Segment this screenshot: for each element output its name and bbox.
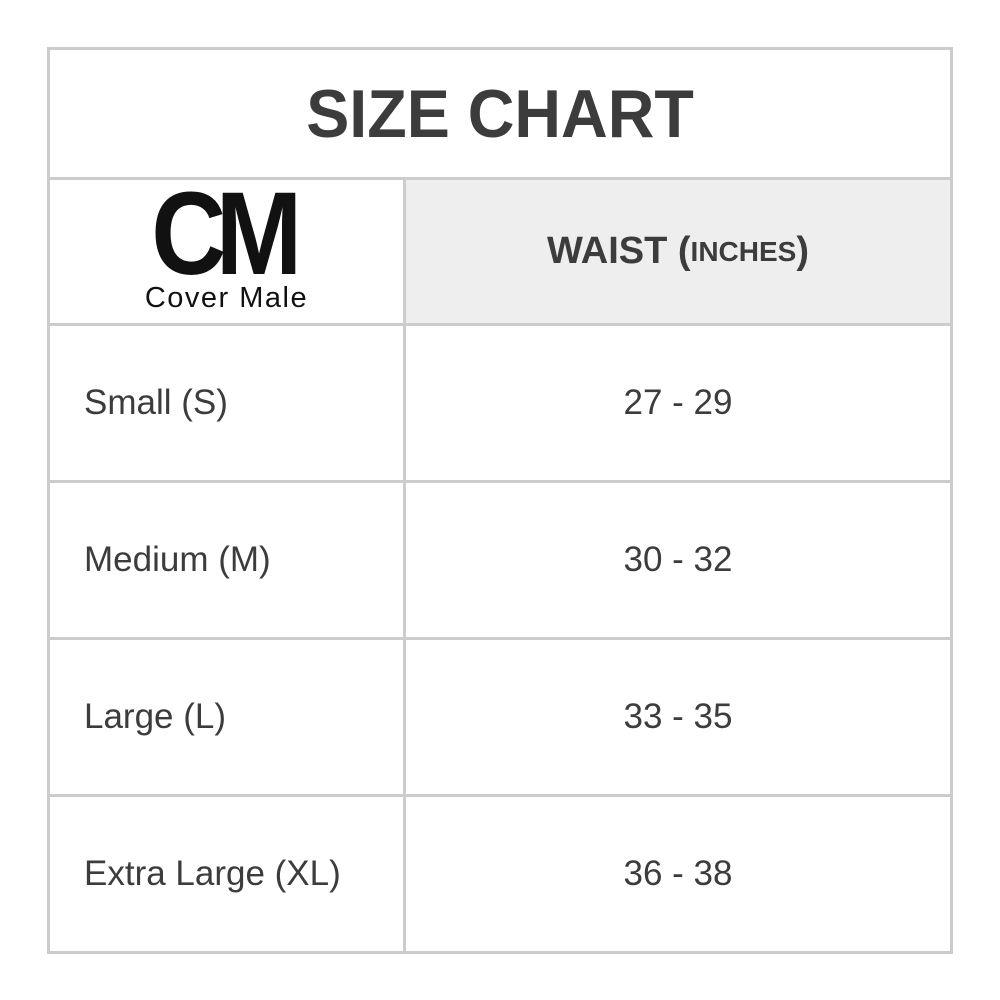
table-row-waist-large: 33 - 35 — [406, 640, 950, 794]
title-row: SIZE CHART — [50, 50, 950, 177]
table-row-size-extra-large: Extra Large (XL) — [50, 797, 403, 951]
waist-column-header: WAIST (INCHES) — [406, 180, 950, 323]
table-row-waist-medium: 30 - 32 — [406, 483, 950, 637]
waist-header-unit: INCHES — [690, 235, 797, 267]
brand-name-label: Cover Male — [144, 282, 309, 315]
page-title: SIZE CHART — [306, 75, 694, 152]
table-row-waist-small: 27 - 29 — [406, 326, 950, 480]
table-row-waist-extra-large: 36 - 38 — [406, 797, 950, 951]
waist-header-text: WAIST ( — [547, 230, 691, 272]
table-row-size-large: Large (L) — [50, 640, 403, 794]
size-chart-table: SIZE CHART CM Cover Male WAIST (INCHES) … — [47, 47, 953, 954]
brand-logo: CM Cover Male — [50, 180, 403, 323]
waist-header-close-paren: ) — [796, 230, 809, 272]
table-row-size-medium: Medium (M) — [50, 483, 403, 637]
table-row-size-small: Small (S) — [50, 326, 403, 480]
brand-monogram-logo: CM — [151, 180, 302, 300]
